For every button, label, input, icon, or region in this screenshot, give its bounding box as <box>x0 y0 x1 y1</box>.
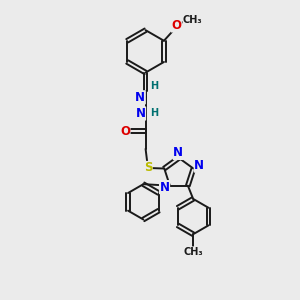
Text: CH₃: CH₃ <box>183 15 203 25</box>
Text: O: O <box>171 19 181 32</box>
Text: N: N <box>160 181 170 194</box>
Text: S: S <box>144 161 152 175</box>
Text: N: N <box>194 159 204 172</box>
Text: N: N <box>173 146 183 159</box>
Text: N: N <box>136 107 146 120</box>
Text: CH₃: CH₃ <box>183 247 203 257</box>
Text: H: H <box>150 109 158 118</box>
Text: N: N <box>135 91 145 104</box>
Text: H: H <box>150 80 158 91</box>
Text: O: O <box>120 125 130 138</box>
